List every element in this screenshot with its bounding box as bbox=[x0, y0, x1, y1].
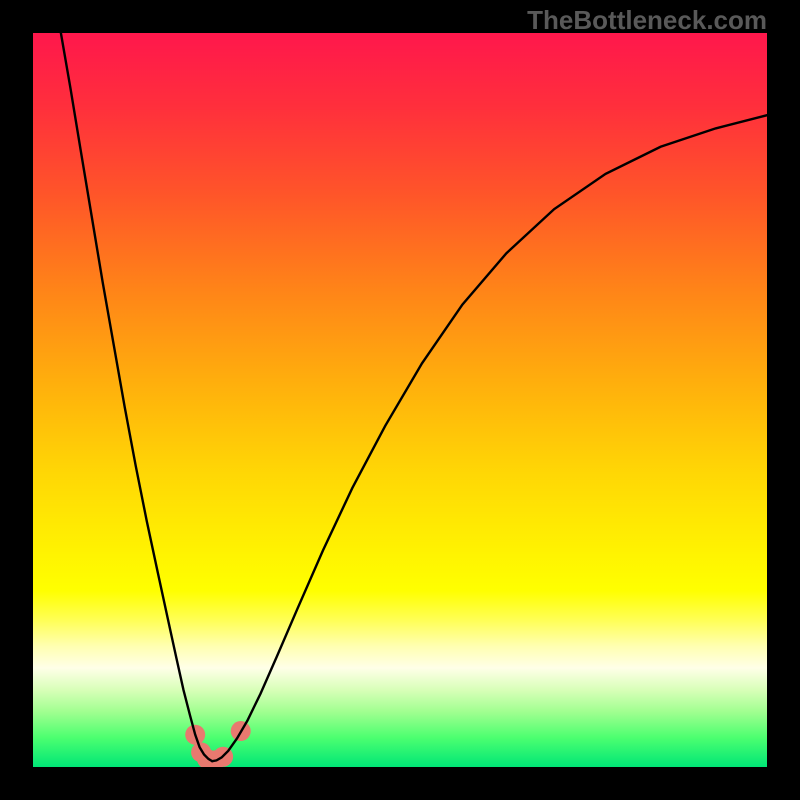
right-curve bbox=[212, 115, 767, 761]
curves-layer bbox=[33, 33, 767, 767]
plot-area bbox=[33, 33, 767, 767]
chart-container: { "canvas": { "width": 800, "height": 80… bbox=[0, 0, 800, 800]
watermark-text: TheBottleneck.com bbox=[527, 5, 767, 36]
left-curve bbox=[61, 33, 212, 761]
